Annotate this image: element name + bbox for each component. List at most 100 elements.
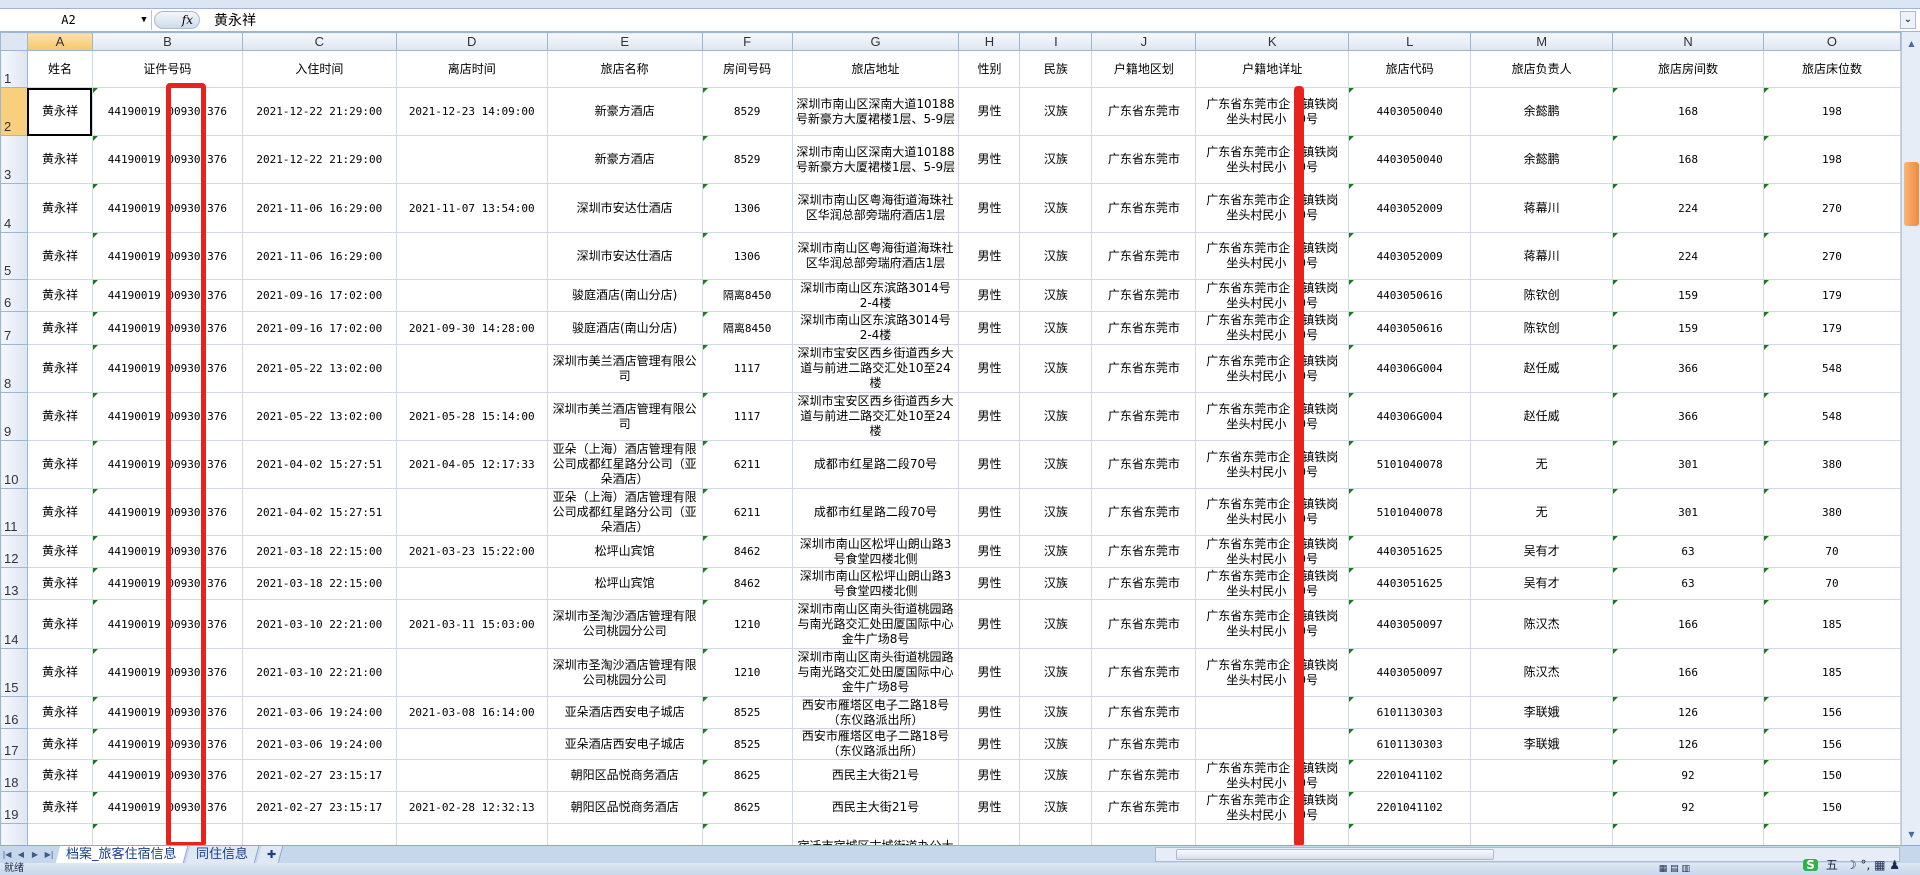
cell-n2[interactable]: 168 [1612,87,1764,136]
row-header-18[interactable]: 18 [0,759,28,792]
cell-i12[interactable]: 汉族 [1019,535,1093,568]
cell-d18[interactable] [395,759,548,792]
cell-f5[interactable]: 1306 [701,232,793,280]
row-header-3[interactable]: 3 [0,135,28,184]
cell-n5[interactable]: 224 [1612,232,1764,280]
cell-m5[interactable]: 蒋幕川 [1470,232,1614,280]
cell-f10[interactable]: 6211 [701,440,793,489]
cell-j4[interactable]: 广东省东莞市 [1091,183,1197,233]
cell-f11[interactable]: 6211 [701,488,793,536]
cell-d19[interactable]: 2021-02-28 12:32:13 [395,791,548,824]
cell-l19[interactable]: 2201041102 [1348,791,1472,824]
cell-o10[interactable]: 380 [1762,440,1901,489]
cell-j13[interactable]: 广东省东莞市 [1091,567,1197,600]
cell-h20[interactable]: 男性 [958,823,1021,845]
cell-f19[interactable]: 8625 [701,791,793,824]
cell-a11[interactable]: 黄永祥 [26,488,93,536]
row-header-13[interactable]: 13 [0,567,28,600]
row-header-4[interactable]: 4 [0,183,28,233]
cell-o11[interactable]: 380 [1762,488,1901,536]
cell-o4[interactable]: 270 [1762,183,1901,233]
cell-a9[interactable]: 黄永祥 [26,392,93,441]
cell-m12[interactable]: 吴有才 [1470,535,1614,568]
vertical-scrollbar[interactable]: ▲ ▼ [1901,32,1920,845]
insert-sheet-icon[interactable]: ✚ [256,846,283,863]
column-header-m[interactable]: M [1470,32,1614,51]
cell-d20[interactable] [395,823,548,845]
cell-f13[interactable]: 8462 [701,567,793,600]
cell-l5[interactable]: 4403052009 [1348,232,1472,280]
cell-o17[interactable]: 156 [1762,728,1901,760]
cell-f17[interactable]: 8525 [701,728,793,760]
cell-h7[interactable]: 男性 [958,311,1021,345]
cell-f4[interactable]: 1306 [701,183,793,233]
scroll-down-icon[interactable]: ▼ [1908,830,1915,839]
view-buttons[interactable]: ▦ ▤ ▥ [1658,864,1690,874]
cell-n8[interactable]: 366 [1612,344,1764,393]
row-header-7[interactable]: 7 [0,311,28,345]
row-header-2[interactable]: 2 [0,87,28,136]
cell-a15[interactable]: 黄永祥 [26,648,93,697]
cell-f3[interactable]: 8529 [701,135,793,184]
cell-n15[interactable]: 166 [1612,648,1764,697]
cell-i13[interactable]: 汉族 [1019,567,1093,600]
cell-e9[interactable]: 深圳市美兰酒店管理有限公司 [546,392,703,441]
cell-o13[interactable]: 70 [1762,567,1901,600]
cell-c7[interactable]: 2021-09-16 17:02:00 [241,311,397,345]
cell-h14[interactable]: 男性 [958,599,1021,649]
cell-k10[interactable]: 广东省东莞市企 镇铁岗 坐头村民小 0号 [1195,440,1350,489]
column-title-cell[interactable]: 户籍地区划 [1091,50,1197,88]
cell-d14[interactable]: 2021-03-11 15:03:00 [395,599,548,649]
cell-c19[interactable]: 2021-02-27 23:15:17 [241,791,397,824]
cell-k3[interactable]: 广东省东莞市企 镇铁岗 坐头村民小 0号 [1195,135,1350,184]
column-title-cell[interactable]: 房间号码 [701,50,793,88]
cell-o9[interactable]: 548 [1762,392,1901,441]
row-header-17[interactable]: 17 [0,728,28,760]
cell-j10[interactable]: 广东省东莞市 [1091,440,1197,489]
cell-i2[interactable]: 汉族 [1019,87,1093,136]
cell-l8[interactable]: 440306G004 [1348,344,1472,393]
cell-a18[interactable]: 黄永祥 [26,759,93,792]
cell-h3[interactable]: 男性 [958,135,1021,184]
row-header-5[interactable]: 5 [0,232,28,280]
cell-h19[interactable]: 男性 [958,791,1021,824]
cell-h17[interactable]: 男性 [958,728,1021,760]
cell-j9[interactable]: 广东省东莞市 [1091,392,1197,441]
cell-d17[interactable] [395,728,548,760]
cell-i6[interactable]: 汉族 [1019,279,1093,312]
cell-k8[interactable]: 广东省东莞市企 镇铁岗 坐头村民小 0号 [1195,344,1350,393]
cell-k6[interactable]: 广东省东莞市企 镇铁岗 坐头村民小 0号 [1195,279,1350,312]
cell-j8[interactable]: 广东省东莞市 [1091,344,1197,393]
cell-k5[interactable]: 广东省东莞市企 镇铁岗 坐头村民小 0号 [1195,232,1350,280]
cell-j17[interactable]: 广东省东莞市 [1091,728,1197,760]
cell-h11[interactable]: 男性 [958,488,1021,536]
cell-n12[interactable]: 63 [1612,535,1764,568]
row-header-11[interactable]: 11 [0,488,28,536]
cell-n14[interactable]: 166 [1612,599,1764,649]
cell-i15[interactable]: 汉族 [1019,648,1093,697]
cell-i4[interactable]: 汉族 [1019,183,1093,233]
column-header-k[interactable]: K [1195,32,1350,51]
column-header-i[interactable]: I [1019,32,1093,51]
cell-k14[interactable]: 广东省东莞市企 镇铁岗 坐头村民小 0号 [1195,599,1350,649]
cell-c4[interactable]: 2021-11-06 16:29:00 [241,183,397,233]
cell-j6[interactable]: 广东省东莞市 [1091,279,1197,312]
cell-o15[interactable]: 185 [1762,648,1901,697]
cell-g10[interactable]: 成都市红星路二段70号 [791,440,960,489]
cell-m20[interactable]: 黄文 [1470,823,1614,845]
cell-f8[interactable]: 1117 [701,344,793,393]
cell-a19[interactable]: 黄永祥 [26,791,93,824]
cell-k15[interactable]: 广东省东莞市企 镇铁岗 坐头村民小 0号 [1195,648,1350,697]
cell-e20[interactable]: 维也纳(智好) [546,823,703,845]
column-header-l[interactable]: L [1348,32,1472,51]
cell-d6[interactable] [395,279,548,312]
row-header-15[interactable]: 15 [0,648,28,697]
cell-m10[interactable]: 无 [1470,440,1614,489]
cell-e16[interactable]: 亚朵酒店西安电子城店 [546,696,703,729]
column-header-a[interactable]: A [26,32,93,51]
formula-input[interactable]: 黄永祥 [214,13,256,29]
cell-d7[interactable]: 2021-09-30 14:28:00 [395,311,548,345]
cell-a2[interactable]: 黄永祥 [26,87,93,136]
cell-a3[interactable]: 黄永祥 [26,135,93,184]
